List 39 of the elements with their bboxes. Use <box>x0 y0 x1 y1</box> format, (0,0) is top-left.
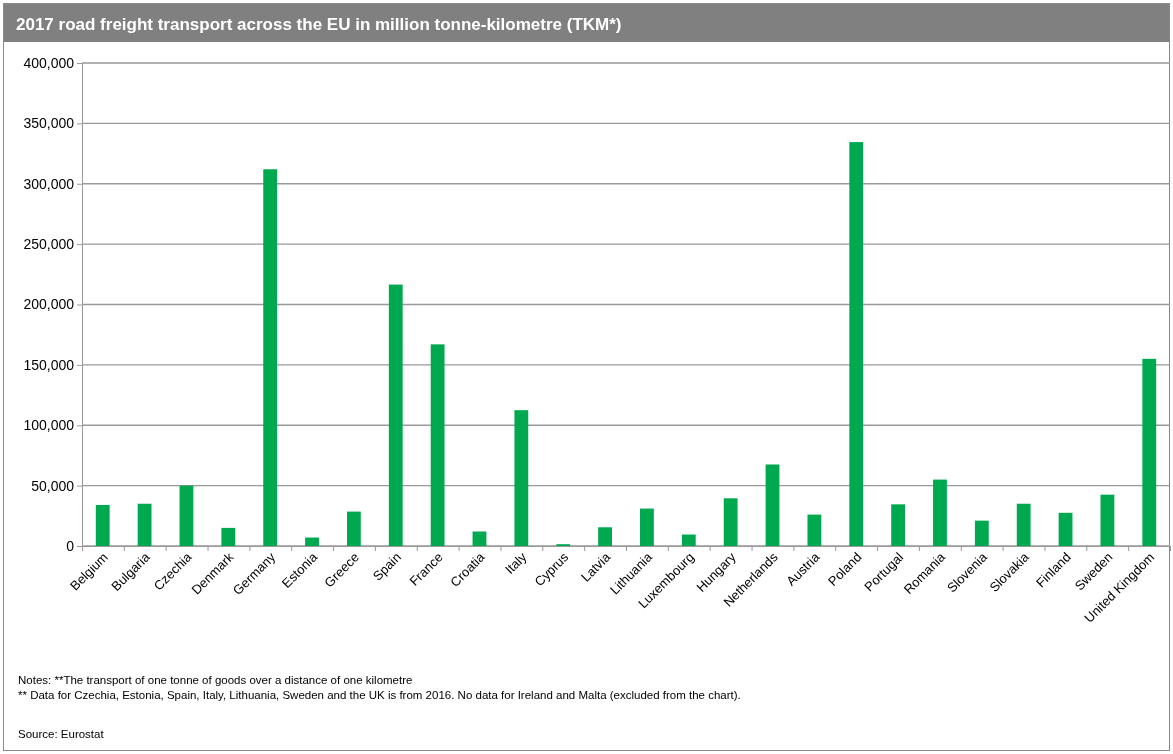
y-tick-label: 100,000 <box>23 417 75 434</box>
y-tick-label: 200,000 <box>23 296 75 313</box>
y-tick-label: 400,000 <box>23 54 75 71</box>
source-note: Source: Eurostat <box>18 728 105 740</box>
bar <box>1100 494 1115 546</box>
y-tick-label: 250,000 <box>23 236 75 253</box>
bar <box>933 479 947 546</box>
bar <box>1142 358 1157 546</box>
y-tick-label: 0 <box>66 537 75 554</box>
bar <box>1016 503 1031 546</box>
bar <box>765 464 780 546</box>
bar <box>388 284 403 546</box>
y-tick-label: 50,000 <box>31 477 75 494</box>
bar <box>221 527 236 546</box>
bar <box>305 537 319 546</box>
bar <box>598 527 612 546</box>
bar <box>346 511 361 546</box>
bar <box>430 344 445 546</box>
bar <box>849 142 864 546</box>
bar <box>179 485 194 546</box>
bar <box>891 504 906 546</box>
x-tick-label: Italy <box>502 549 530 577</box>
bar <box>723 498 738 546</box>
bar <box>974 520 989 546</box>
y-tick-label: 350,000 <box>23 115 75 132</box>
bar <box>137 503 152 546</box>
bar <box>681 534 696 546</box>
bar <box>640 508 654 546</box>
y-tick-label: 300,000 <box>23 175 75 192</box>
text: ** Data for Czechia, Estonia, Spain, Italy, Lithuania, Sweden and the UK is from 2016. No data for Ireland and Malta (excluded from the chart). <box>18 689 741 701</box>
bar <box>263 169 278 546</box>
bar <box>95 504 110 546</box>
bar <box>472 531 487 546</box>
text: Notes: **The transport of one tonne of goods over a distance of one kilometre <box>18 674 413 686</box>
y-tick-label: 150,000 <box>23 356 75 373</box>
bar <box>1058 512 1073 546</box>
bar <box>514 410 529 546</box>
chart-title: 2017 road freight transport across the EU in million tonne-kilometre (TKM*) <box>16 15 622 34</box>
bar <box>807 514 822 546</box>
